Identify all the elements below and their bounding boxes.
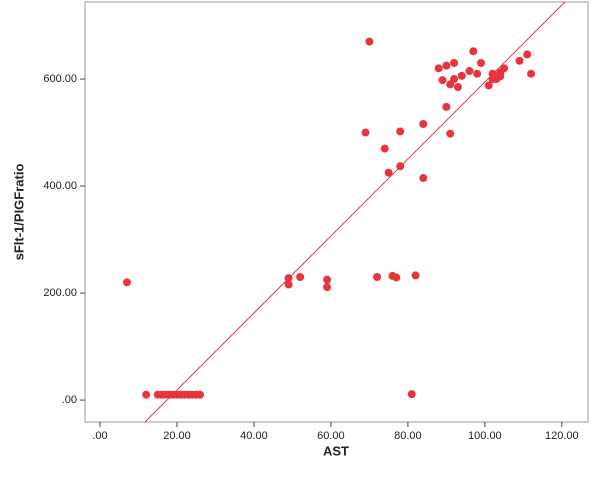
point (396, 162, 405, 171)
x-tick-label: 20.00 (163, 430, 191, 442)
point (527, 69, 536, 78)
point (442, 102, 451, 111)
point (457, 71, 466, 80)
point (465, 67, 474, 76)
x-axis-title: AST (323, 443, 349, 458)
point (284, 280, 293, 289)
point (373, 273, 382, 282)
x-tick-label: 80.00 (394, 430, 422, 442)
x-tick-label: 100.00 (468, 430, 502, 442)
point (442, 61, 451, 70)
x-tick-label: 60.00 (317, 430, 345, 442)
y-tick-label: 600.00 (43, 73, 77, 85)
x-tick-label: 120.00 (545, 430, 579, 442)
point (515, 56, 524, 65)
point (477, 58, 486, 67)
y-tick-label: 200.00 (43, 287, 77, 299)
point (523, 50, 532, 59)
point (323, 283, 332, 292)
point (419, 174, 428, 183)
point (419, 119, 428, 128)
point (361, 128, 370, 137)
point (196, 390, 205, 399)
point (396, 127, 405, 136)
y-tick-label: .00 (62, 394, 77, 406)
point (450, 58, 459, 67)
y-axis-title: sFlt-1/PIGFratio (11, 164, 26, 261)
point (473, 69, 482, 78)
point (469, 47, 478, 56)
point (365, 37, 374, 46)
point (450, 75, 459, 84)
plot-area (84, 1, 589, 423)
point (411, 271, 420, 280)
point (407, 390, 416, 399)
point (284, 274, 293, 283)
point (384, 168, 393, 177)
point (296, 273, 305, 282)
point (438, 76, 447, 85)
point (142, 390, 151, 399)
point (453, 83, 462, 92)
point (484, 81, 493, 90)
point (323, 275, 332, 284)
y-tick-label: 400.00 (43, 180, 77, 192)
point (392, 273, 401, 282)
point (434, 64, 443, 73)
x-tick-label: 40.00 (240, 430, 268, 442)
point (500, 64, 509, 73)
point (380, 144, 389, 153)
point (446, 129, 455, 138)
x-tick-label: .00 (92, 430, 107, 442)
point (122, 278, 131, 287)
